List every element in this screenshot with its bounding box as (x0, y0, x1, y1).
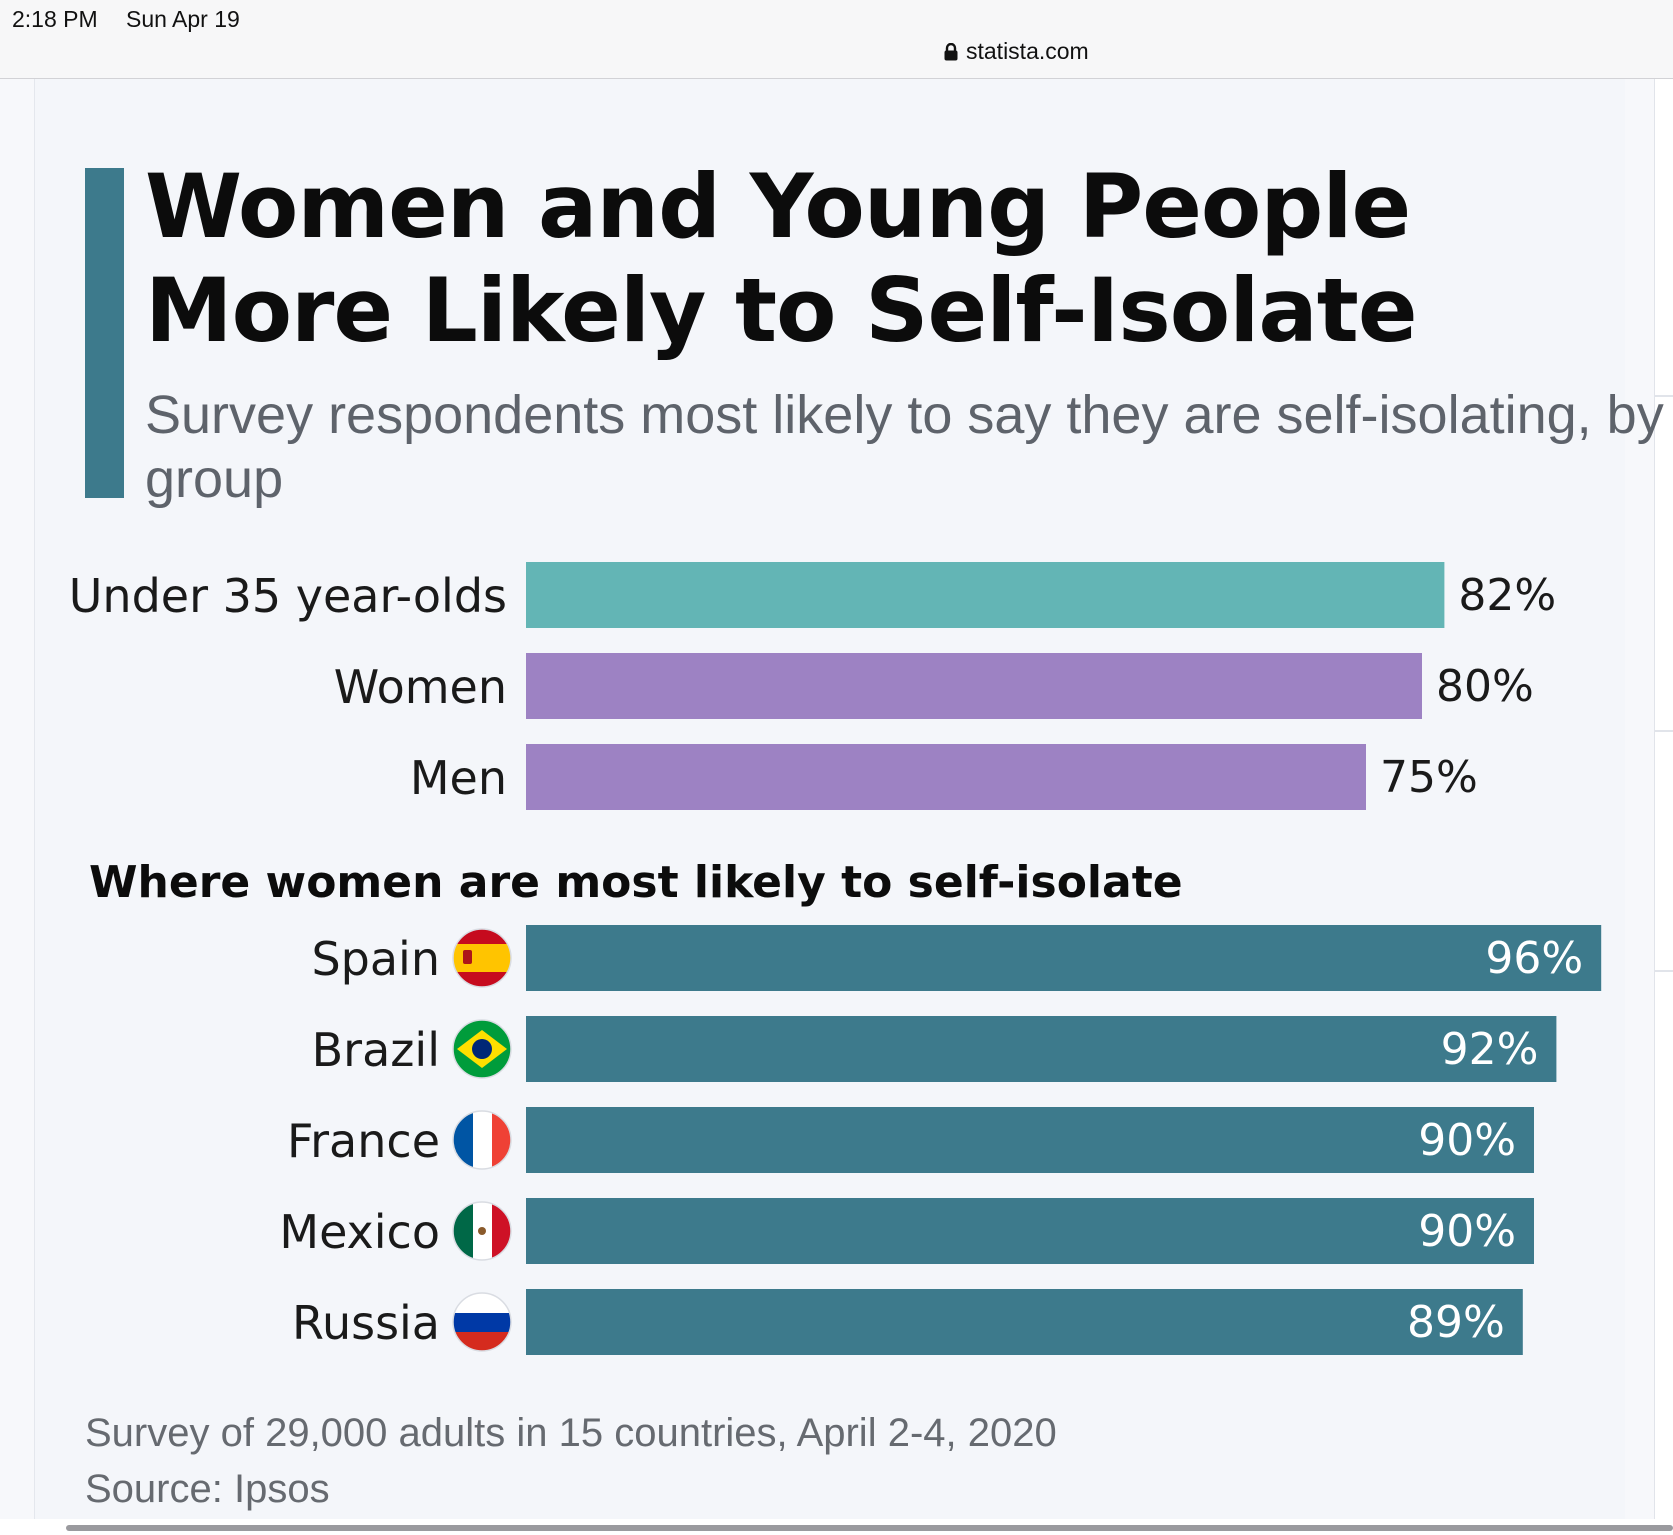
value-label: 92% (1441, 1024, 1539, 1075)
group-bars: Under 35 year-olds 82% Women 80% Men 75% (69, 562, 1556, 810)
lock-icon (944, 42, 958, 61)
bar-brazil (526, 1016, 1557, 1082)
flag-border (452, 1201, 512, 1261)
value-label: 90% (1418, 1115, 1516, 1166)
spain-flag-icon (453, 929, 511, 987)
flag-border (452, 1019, 512, 1079)
flag-border (452, 1292, 512, 1352)
country-label: Mexico (279, 1205, 440, 1259)
footnote: Survey of 29,000 adults in 15 countries,… (85, 1405, 1057, 1517)
russia-flag-icon (453, 1293, 511, 1351)
value-label: 82% (1458, 570, 1556, 621)
address-bar[interactable]: statista.com (944, 38, 1089, 65)
status-bar: 2:18 PM Sun Apr 19 statista.com (0, 0, 1673, 79)
url-text[interactable]: statista.com (966, 38, 1089, 64)
bar-women (526, 653, 1422, 719)
horizontal-scrollbar[interactable] (66, 1525, 1673, 1531)
value-label: 89% (1407, 1297, 1505, 1348)
bar-france (526, 1107, 1534, 1173)
value-label: 90% (1418, 1206, 1516, 1257)
value-label: 96% (1485, 933, 1583, 984)
edge-divider (1655, 395, 1673, 397)
chart-subtitle: Survey respondents most likely to say th… (145, 385, 1664, 509)
bar-men (526, 744, 1366, 810)
category-label: Men (410, 751, 507, 805)
category-label: Women (334, 660, 507, 714)
bar-russia (526, 1289, 1523, 1355)
survey-note: Survey of 29,000 adults in 15 countries,… (85, 1411, 1057, 1455)
france-flag-icon (453, 1111, 511, 1169)
brazil-flag-icon (453, 1020, 511, 1078)
country-bars: Spain 96% Brazil 92% France 90% Mexico 90% Russi… (279, 925, 1602, 1355)
country-label: France (287, 1114, 440, 1168)
category-label: Under 35 year-olds (69, 569, 507, 623)
mexico-flag-icon (453, 1202, 511, 1260)
bar-spain (526, 925, 1602, 991)
section-heading: Where women are most likely to self-isol… (89, 857, 1183, 908)
country-label: Spain (311, 932, 440, 986)
bar-mexico (526, 1198, 1534, 1264)
status-date: Sun Apr 19 (126, 6, 240, 32)
flag-border (452, 1110, 512, 1170)
value-label: 80% (1436, 661, 1534, 712)
country-label: Brazil (312, 1023, 440, 1077)
source-note: Source: Ipsos (85, 1467, 330, 1511)
value-label: 75% (1380, 752, 1478, 803)
edge-divider (1655, 970, 1673, 972)
country-label: Russia (292, 1296, 440, 1350)
title-accent-bar (85, 168, 124, 498)
flag-border (452, 928, 512, 988)
page-right-edge (1654, 79, 1673, 1519)
status-time: 2:18 PM (12, 6, 98, 32)
edge-divider (1655, 730, 1673, 732)
bar-under-35-year-olds (526, 562, 1445, 628)
chart-title: Women and Young People More Likely to Se… (145, 155, 1418, 362)
